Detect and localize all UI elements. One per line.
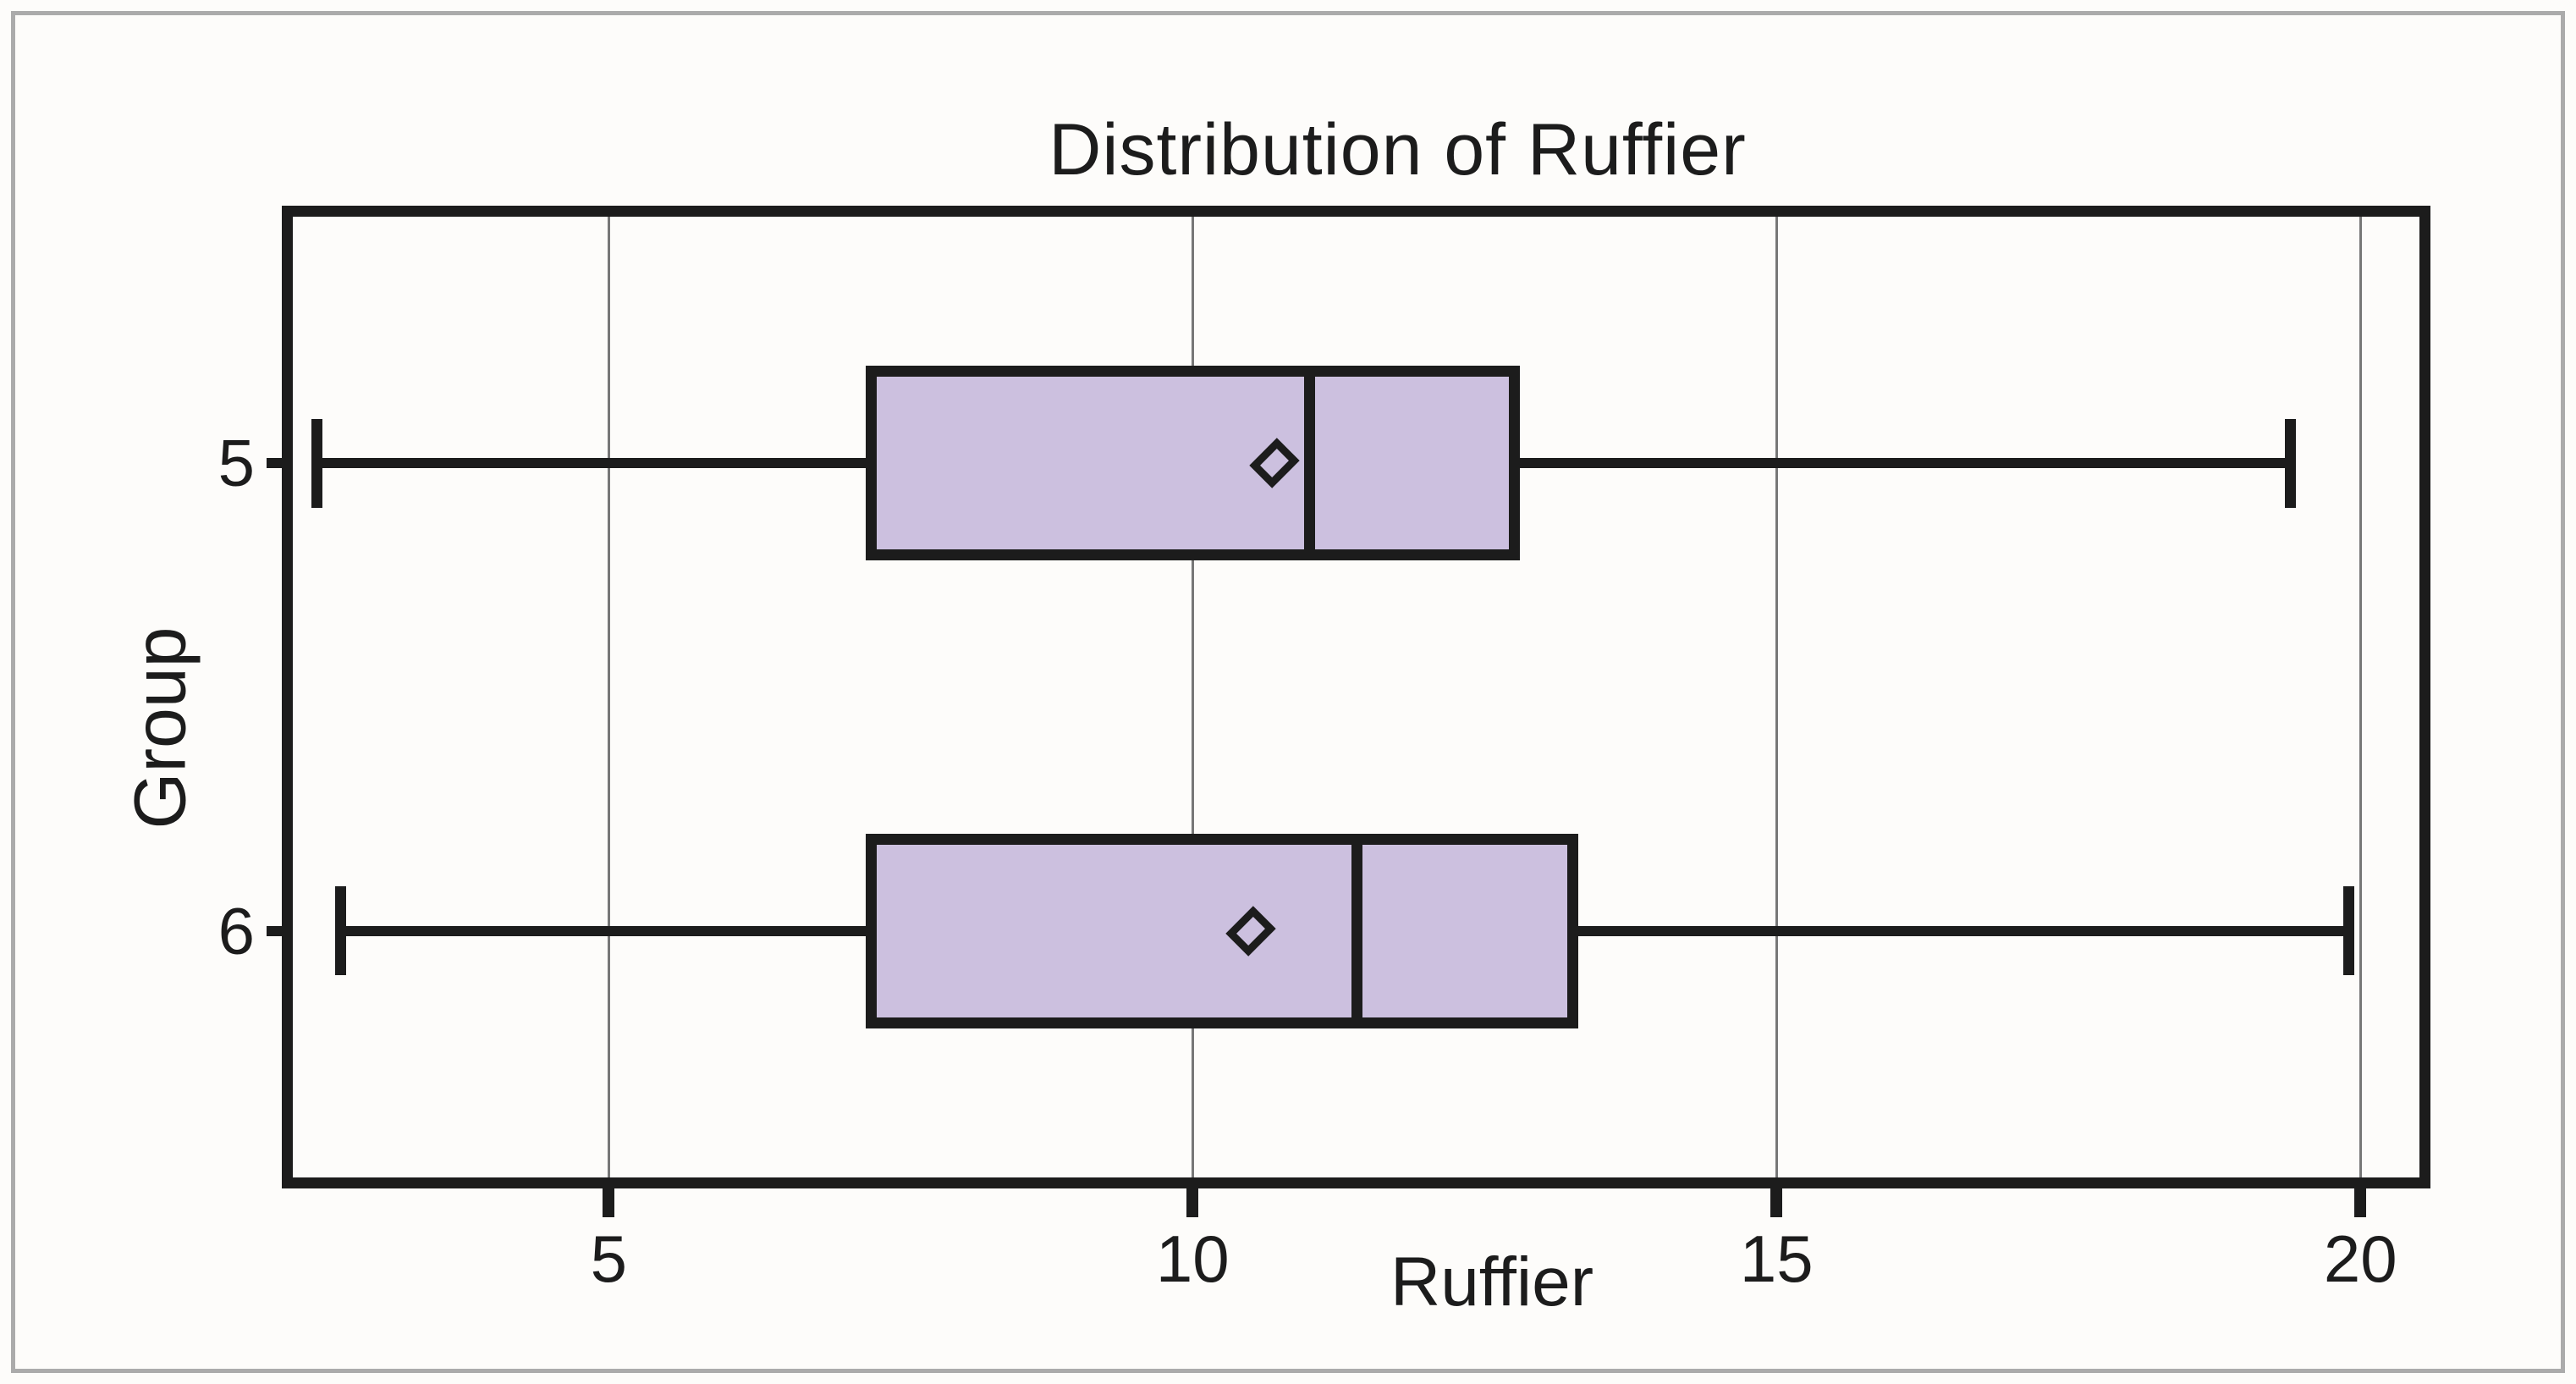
y-axis-label: Group [119,626,201,830]
y-tick-label-group-6: 6 [217,893,255,968]
whisker-cap-max-group-5 [2285,418,2297,508]
iqr-box-group-5 [865,366,1520,561]
x-axis-label: Ruffier [1390,1243,1594,1321]
x-tick-mark-20 [2354,1185,2367,1217]
x-tick-label-10: 10 [1155,1221,1230,1296]
gridline-x-15 [1775,217,1778,1177]
chart-title: Distribution of Ruffier [1049,109,1747,190]
x-tick-label-20: 20 [2323,1221,2397,1296]
x-tick-label-5: 5 [590,1221,628,1296]
whisker-cap-min-group-5 [311,418,323,508]
y-tick-mark-group-5 [267,458,285,469]
whisker-line-high-group-5 [1519,458,2291,469]
median-line-group-5 [1304,366,1316,561]
x-tick-mark-15 [1770,1185,1783,1217]
gridline-x-5 [607,217,610,1177]
x-tick-mark-5 [603,1185,615,1217]
whisker-cap-max-group-6 [2343,886,2355,976]
iqr-box-group-6 [865,833,1578,1028]
gridline-x-20 [2359,217,2362,1177]
x-tick-mark-10 [1186,1185,1199,1217]
median-line-group-6 [1351,833,1362,1028]
whisker-line-high-group-6 [1577,925,2349,936]
y-tick-label-group-5: 5 [217,425,255,500]
whisker-line-low-group-6 [339,925,866,936]
x-tick-label-15: 15 [1739,1221,1814,1296]
whisker-line-low-group-5 [316,458,866,469]
plot-area [282,206,2430,1188]
whisker-cap-min-group-6 [334,886,346,976]
y-tick-mark-group-6 [267,925,285,936]
gridline-x-10 [1191,217,1194,1177]
